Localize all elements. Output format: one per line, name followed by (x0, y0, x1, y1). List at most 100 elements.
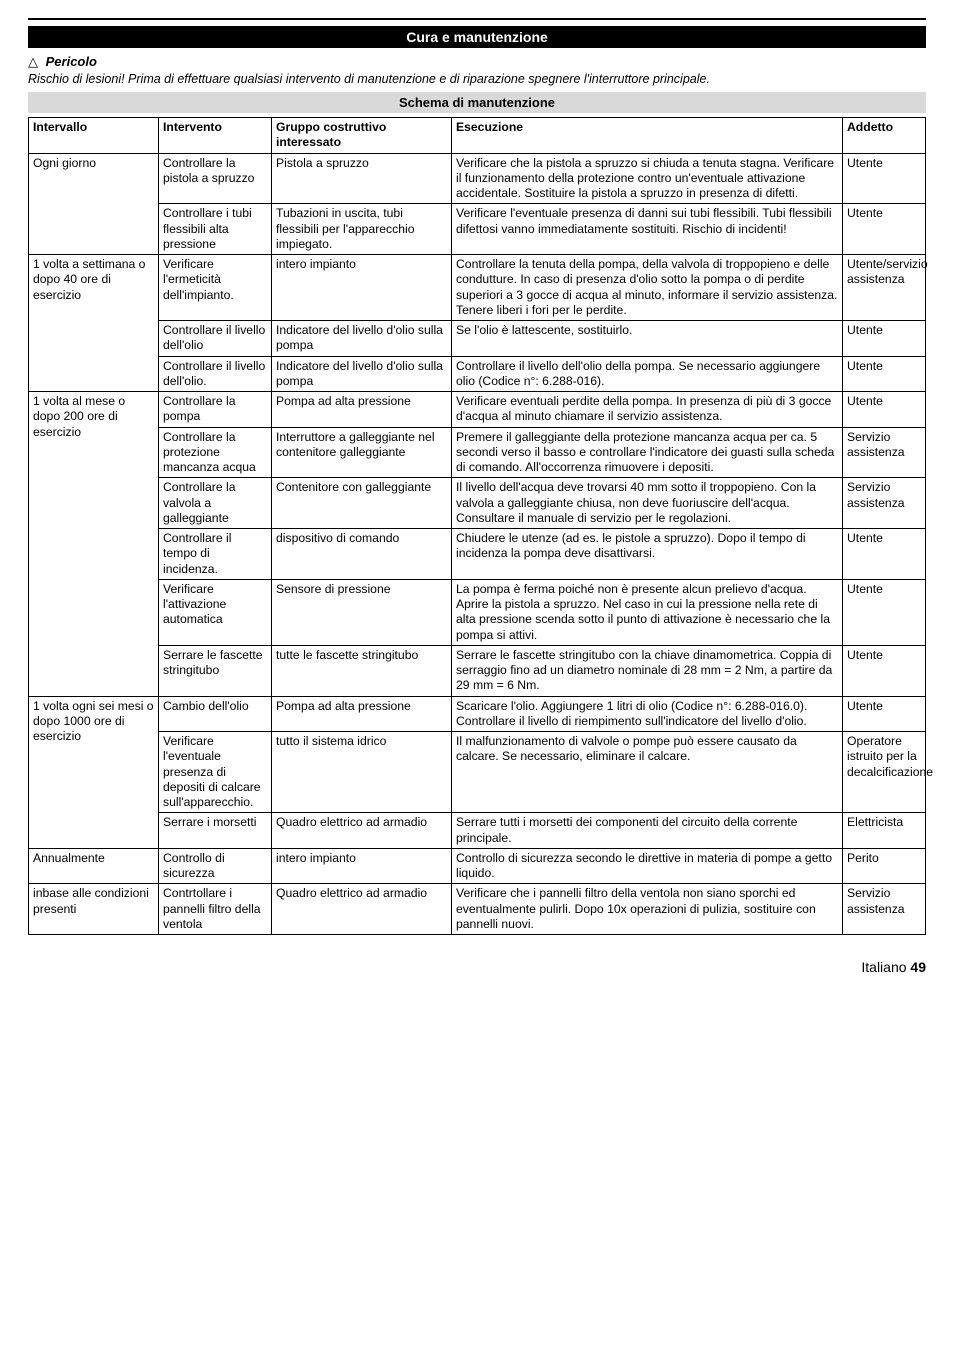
cell-c2: Verificare l'attivazione automatica (159, 579, 272, 645)
cell-c2: Controllare il tempo di incidenza. (159, 529, 272, 580)
cell-c4: Verificare eventuali perdite della pompa… (452, 392, 843, 428)
cell-c3: Quadro elettrico ad armadio (272, 813, 452, 849)
cell-c2: Contrtollare i pannelli filtro della ven… (159, 884, 272, 935)
cell-c5: Servizio assistenza (843, 427, 926, 478)
cell-c4: Scaricare l'olio. Aggiungere 1 litri di … (452, 696, 843, 732)
th-intervento: Intervento (159, 118, 272, 154)
cell-c5: Utente (843, 321, 926, 357)
cell-c3: Tubazioni in uscita, tubi flessibili per… (272, 204, 452, 255)
cell-c4: Verificare che la pistola a spruzzo si c… (452, 153, 843, 204)
cell-c5: Utente/servizio assistenza (843, 255, 926, 321)
table-row: Verificare l'eventuale presenza di depos… (29, 732, 926, 813)
table-row: Controllare la valvola a galleggianteCon… (29, 478, 926, 529)
pericolo-label: Pericolo (46, 54, 97, 69)
cell-c5: Servizio assistenza (843, 478, 926, 529)
cell-c2: Controllare i tubi flessibili alta press… (159, 204, 272, 255)
cell-c4: Controllare il livello dell'olio della p… (452, 356, 843, 392)
cell-c3: Indicatore del livello d'olio sulla pomp… (272, 356, 452, 392)
footer-lang: Italiano (861, 959, 906, 975)
cell-c2: Controllare il livello dell'olio. (159, 356, 272, 392)
table-row: inbase alle condizioni presentiContrtoll… (29, 884, 926, 935)
cell-c2: Verificare l'ermeticità dell'impianto. (159, 255, 272, 321)
cell-c2: Controllare la valvola a galleggiante (159, 478, 272, 529)
cell-c5: Servizio assistenza (843, 884, 926, 935)
warning-triangle-icon: △ (28, 54, 38, 69)
cell-c3: intero impianto (272, 255, 452, 321)
cell-c3: Pompa ad alta pressione (272, 392, 452, 428)
cell-c5: Utente (843, 645, 926, 696)
cell-c4: Premere il galleggiante della protezione… (452, 427, 843, 478)
table-row: Controllare i tubi flessibili alta press… (29, 204, 926, 255)
cell-c3: intero impianto (272, 848, 452, 884)
cell-c5: Operatore istruito per la decalcificazio… (843, 732, 926, 813)
cell-c5: Utente (843, 579, 926, 645)
cell-c2: Controllare il livello dell'olio (159, 321, 272, 357)
table-row: Verificare l'attivazione automaticaSenso… (29, 579, 926, 645)
cell-intervallo: Annualmente (29, 848, 159, 884)
page-footer: Italiano 49 (28, 959, 926, 975)
table-row: Controllare il livello dell'olio.Indicat… (29, 356, 926, 392)
cell-intervallo: Ogni giorno (29, 153, 159, 255)
cell-c4: Il malfunzionamento di valvole o pompe p… (452, 732, 843, 813)
cell-intervallo: 1 volta al mese o dopo 200 ore di eserci… (29, 392, 159, 697)
cell-c5: Utente (843, 204, 926, 255)
cell-c2: Cambio dell'olio (159, 696, 272, 732)
cell-c2: Serrare le fascette stringitubo (159, 645, 272, 696)
table-row: Serrare i morsettiQuadro elettrico ad ar… (29, 813, 926, 849)
cell-c4: Verificare che i pannelli filtro della v… (452, 884, 843, 935)
th-gruppo: Gruppo costruttivo interessato (272, 118, 452, 154)
cell-c3: tutto il sistema idrico (272, 732, 452, 813)
table-body: Ogni giornoControllare la pistola a spru… (29, 153, 926, 935)
cell-c2: Serrare i morsetti (159, 813, 272, 849)
cell-c3: Sensore di pressione (272, 579, 452, 645)
cell-c2: Controllare la pompa (159, 392, 272, 428)
cell-c4: Controllo di sicurezza secondo le dirett… (452, 848, 843, 884)
cell-c4: Controllare la tenuta della pompa, della… (452, 255, 843, 321)
table-row: Controllare il tempo di incidenza.dispos… (29, 529, 926, 580)
cell-c5: Utente (843, 696, 926, 732)
cell-c3: tutte le fascette stringitubo (272, 645, 452, 696)
cell-c5: Utente (843, 529, 926, 580)
cell-c3: dispositivo di comando (272, 529, 452, 580)
maintenance-table: Intervallo Intervento Gruppo costruttivo… (28, 117, 926, 935)
th-intervallo: Intervallo (29, 118, 159, 154)
table-row: Controllare il livello dell'olioIndicato… (29, 321, 926, 357)
rischio-text: Rischio di lesioni! Prima di effettuare … (28, 72, 926, 86)
cell-c5: Perito (843, 848, 926, 884)
cell-c3: Interruttore a galleggiante nel contenit… (272, 427, 452, 478)
table-row: 1 volta al mese o dopo 200 ore di eserci… (29, 392, 926, 428)
cell-c2: Controllo di sicurezza (159, 848, 272, 884)
cell-c4: Il livello dell'acqua deve trovarsi 40 m… (452, 478, 843, 529)
table-row: Ogni giornoControllare la pistola a spru… (29, 153, 926, 204)
th-esecuzione: Esecuzione (452, 118, 843, 154)
footer-page: 49 (910, 959, 926, 975)
th-addetto: Addetto (843, 118, 926, 154)
title-bar: Cura e manutenzione (28, 26, 926, 48)
cell-c3: Pistola a spruzzo (272, 153, 452, 204)
cell-c4: La pompa è ferma poiché non è presente a… (452, 579, 843, 645)
cell-c5: Utente (843, 392, 926, 428)
cell-intervallo: 1 volta a settimana o dopo 40 ore di ese… (29, 255, 159, 392)
cell-c4: Chiudere le utenze (ad es. le pistole a … (452, 529, 843, 580)
cell-intervallo: 1 volta ogni sei mesi o dopo 1000 ore di… (29, 696, 159, 848)
cell-c4: Verificare l'eventuale presenza di danni… (452, 204, 843, 255)
table-row: Controllare la protezione mancanza acqua… (29, 427, 926, 478)
cell-c5: Utente (843, 356, 926, 392)
cell-c2: Controllare la pistola a spruzzo (159, 153, 272, 204)
cell-c5: Elettricista (843, 813, 926, 849)
cell-c3: Contenitore con galleggiante (272, 478, 452, 529)
table-row: AnnualmenteControllo di sicurezzaintero … (29, 848, 926, 884)
cell-c3: Pompa ad alta pressione (272, 696, 452, 732)
table-row: 1 volta ogni sei mesi o dopo 1000 ore di… (29, 696, 926, 732)
cell-c5: Utente (843, 153, 926, 204)
schema-bar: Schema di manutenzione (28, 92, 926, 113)
cell-c2: Verificare l'eventuale presenza di depos… (159, 732, 272, 813)
cell-c4: Se l'olio è lattescente, sostituirlo. (452, 321, 843, 357)
cell-c3: Quadro elettrico ad armadio (272, 884, 452, 935)
cell-intervallo: inbase alle condizioni presenti (29, 884, 159, 935)
pericolo-heading: △ Pericolo (28, 54, 926, 70)
table-row: 1 volta a settimana o dopo 40 ore di ese… (29, 255, 926, 321)
cell-c3: Indicatore del livello d'olio sulla pomp… (272, 321, 452, 357)
cell-c4: Serrare le fascette stringitubo con la c… (452, 645, 843, 696)
table-header-row: Intervallo Intervento Gruppo costruttivo… (29, 118, 926, 154)
